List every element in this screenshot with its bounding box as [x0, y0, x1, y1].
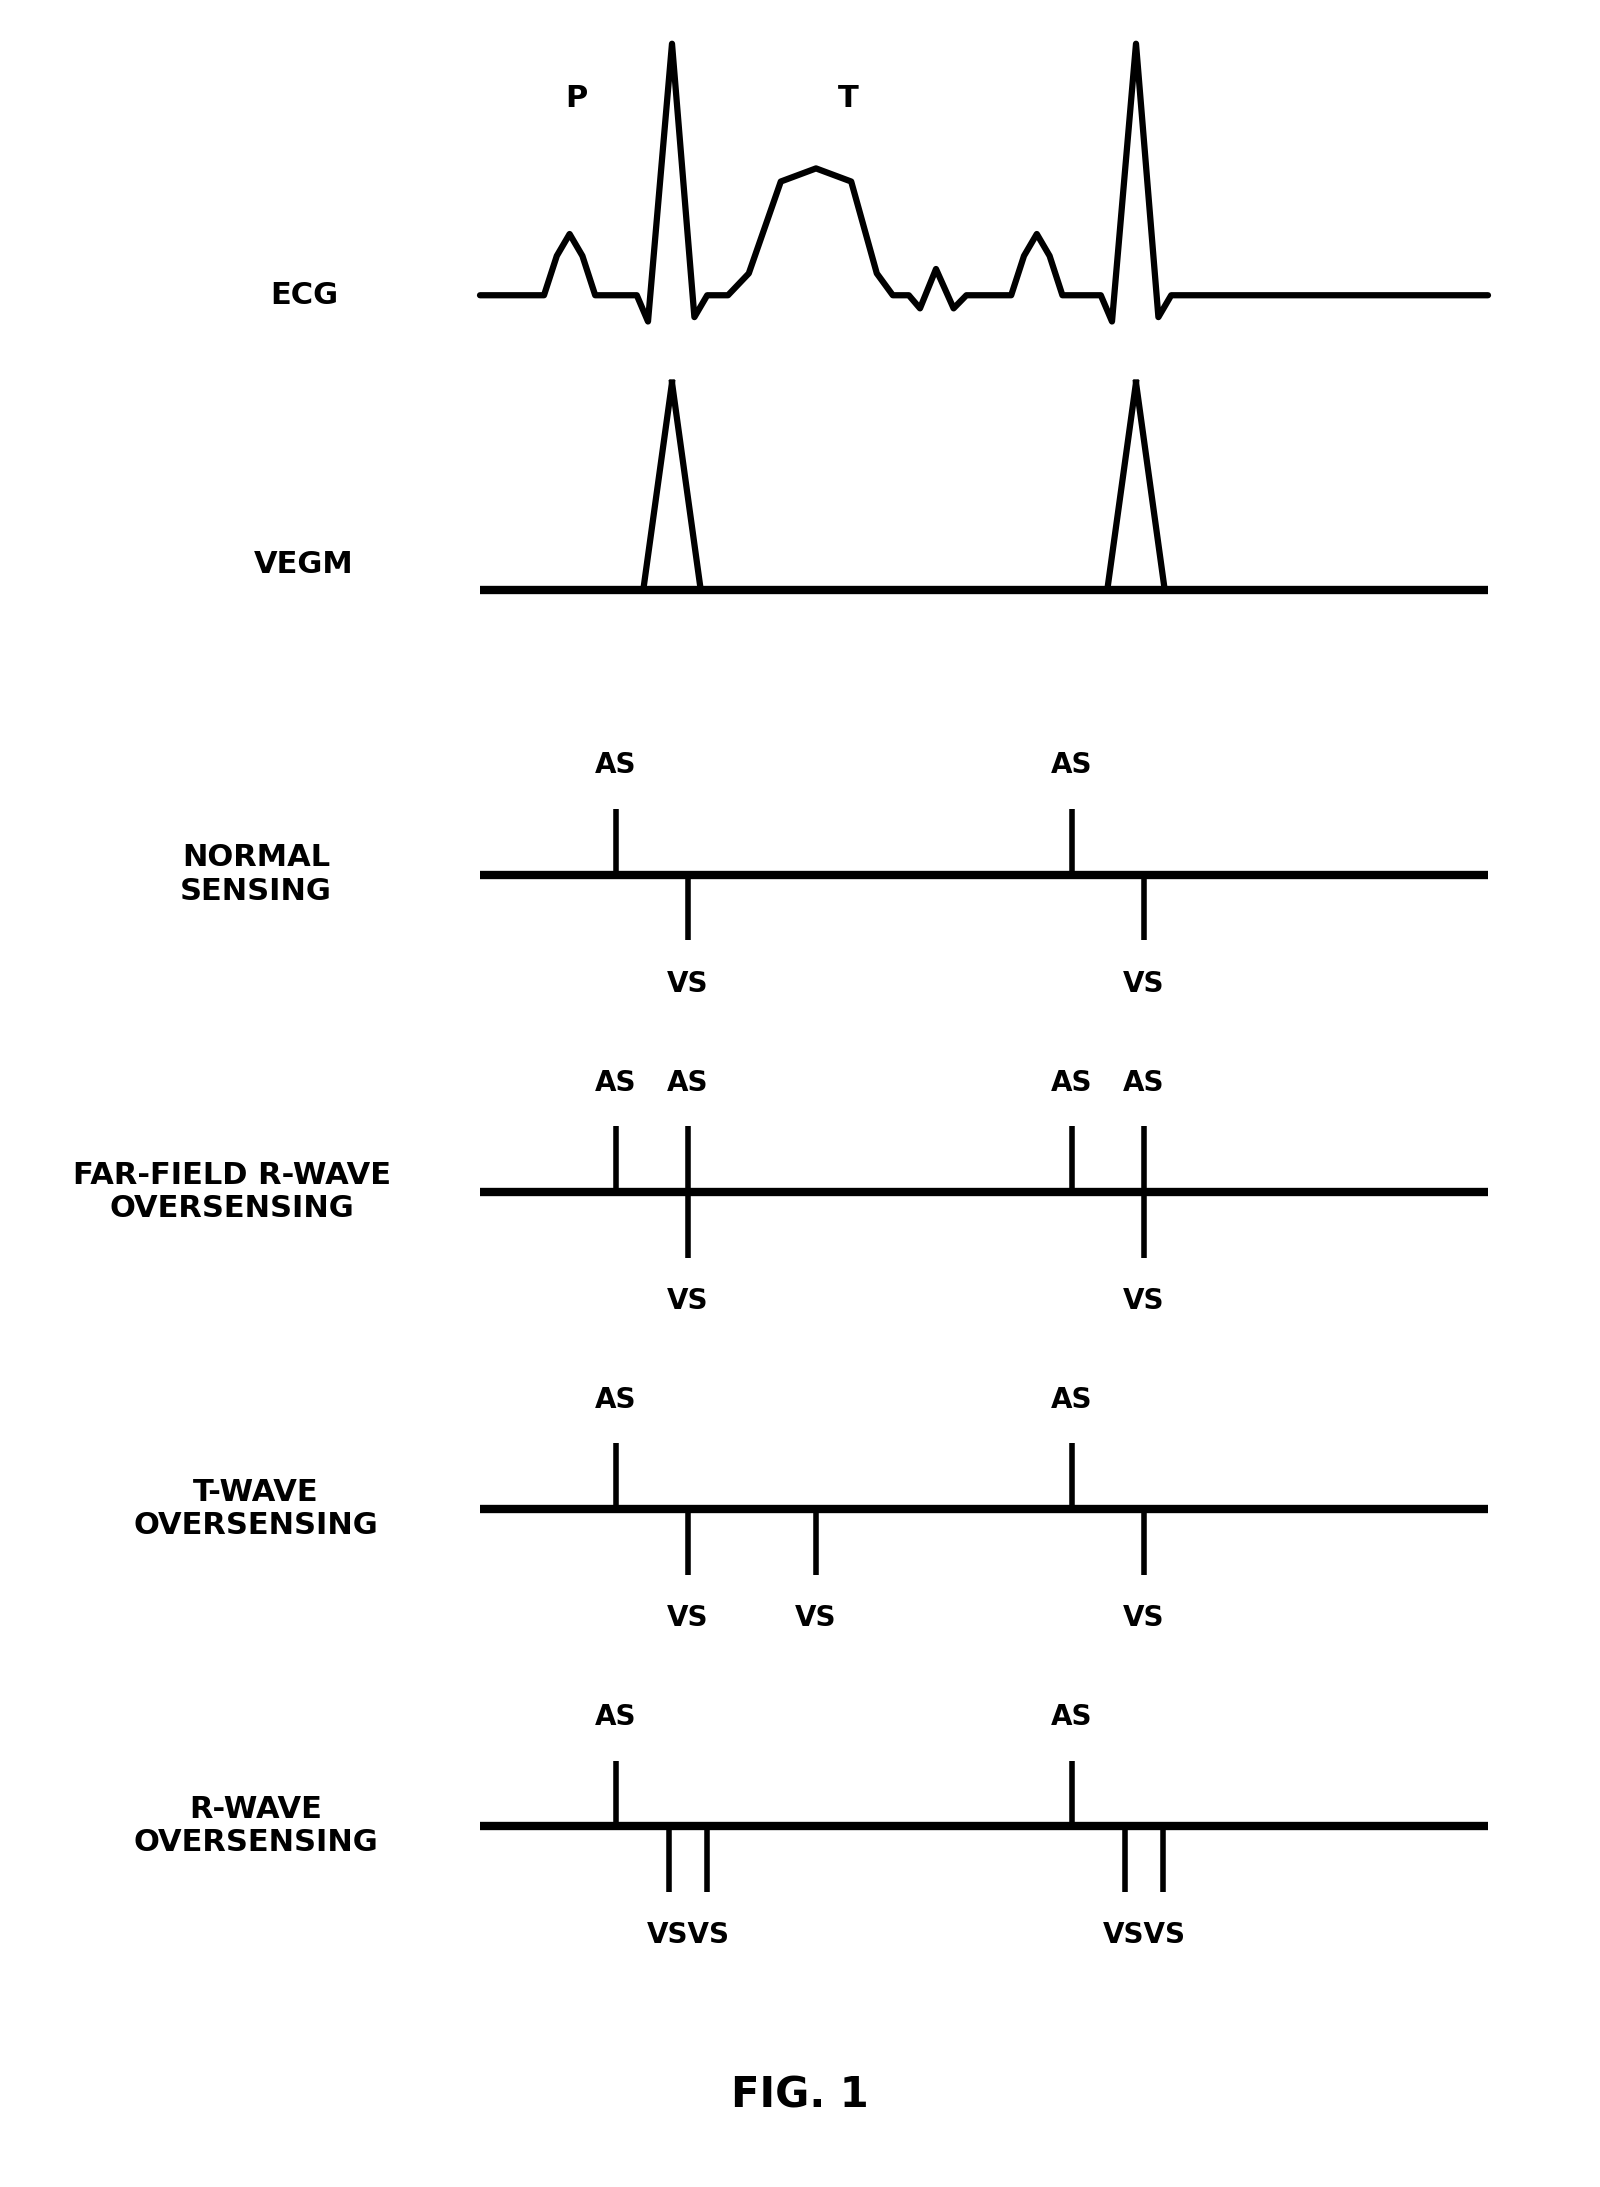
- Text: VEGM: VEGM: [254, 549, 354, 580]
- Text: NORMAL
SENSING: NORMAL SENSING: [181, 844, 331, 905]
- Text: AS: AS: [1051, 1387, 1093, 1413]
- Text: VS: VS: [1123, 971, 1165, 997]
- Text: VS: VS: [1123, 1288, 1165, 1314]
- Text: VSVS: VSVS: [1102, 1922, 1186, 1949]
- Text: AS: AS: [595, 1387, 637, 1413]
- Text: FIG. 1: FIG. 1: [731, 2073, 869, 2117]
- Text: VS: VS: [667, 1288, 709, 1314]
- Text: VS: VS: [667, 1605, 709, 1632]
- Text: VS: VS: [667, 971, 709, 997]
- Text: R-WAVE
OVERSENSING: R-WAVE OVERSENSING: [134, 1796, 378, 1857]
- Text: AS: AS: [595, 1704, 637, 1730]
- Text: VS: VS: [795, 1605, 837, 1632]
- Text: AS: AS: [595, 1069, 637, 1096]
- Text: AS: AS: [1051, 1069, 1093, 1096]
- Text: AS: AS: [667, 1069, 709, 1096]
- Text: AS: AS: [1051, 1704, 1093, 1730]
- Text: AS: AS: [595, 752, 637, 779]
- Text: VS: VS: [1123, 1605, 1165, 1632]
- Text: ECG: ECG: [270, 280, 338, 311]
- Text: VSVS: VSVS: [646, 1922, 730, 1949]
- Text: T-WAVE
OVERSENSING: T-WAVE OVERSENSING: [134, 1478, 378, 1540]
- Text: AS: AS: [1123, 1069, 1165, 1096]
- Text: T: T: [838, 83, 858, 114]
- Text: AS: AS: [1051, 752, 1093, 779]
- Text: P: P: [565, 83, 587, 114]
- Text: FAR-FIELD R-WAVE
OVERSENSING: FAR-FIELD R-WAVE OVERSENSING: [74, 1161, 390, 1223]
